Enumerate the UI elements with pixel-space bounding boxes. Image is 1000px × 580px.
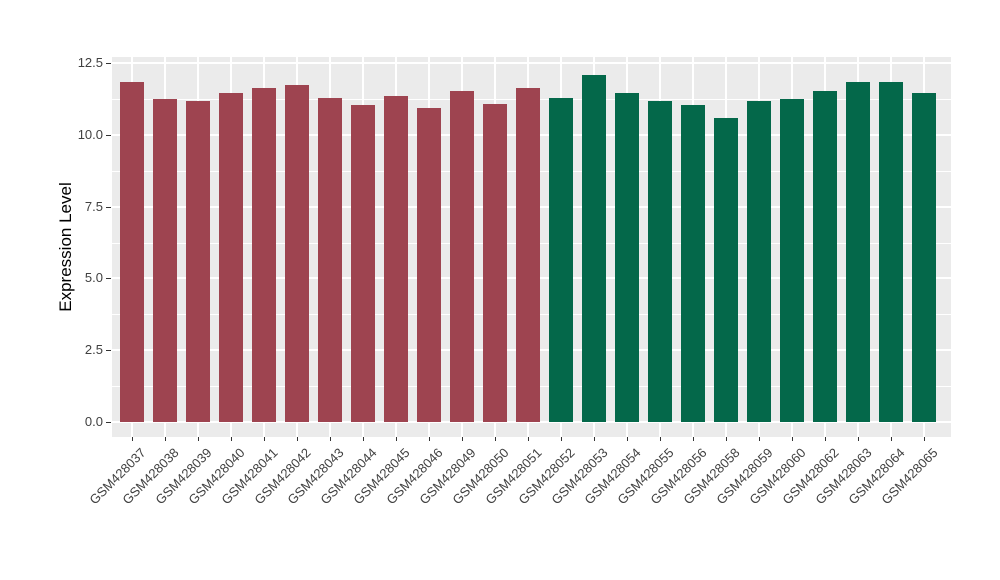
y-tick-label: 12.5	[77, 55, 103, 71]
bar-GSM428053	[581, 74, 606, 422]
x-tick-mark	[626, 437, 628, 441]
bar-GSM428043	[317, 97, 342, 422]
y-tick-mark	[106, 135, 111, 136]
bar-GSM428042	[284, 84, 309, 422]
bar-GSM428039	[185, 100, 210, 422]
y-tick-mark	[106, 206, 111, 208]
bar-GSM428055	[647, 100, 672, 422]
bar-GSM428041	[251, 87, 276, 422]
x-tick-mark	[890, 437, 892, 441]
x-tick-mark	[692, 437, 694, 441]
y-tick-mark	[106, 63, 111, 65]
bar-GSM428062	[812, 90, 837, 422]
bar-GSM428065	[911, 93, 936, 422]
y-gridline-major	[112, 62, 951, 65]
x-tick-mark	[131, 437, 133, 441]
x-tick-mark	[725, 437, 727, 441]
y-tick-label: 0.0	[84, 413, 103, 429]
x-tick-mark	[659, 437, 661, 441]
x-tick-mark	[824, 437, 826, 441]
bar-GSM428044	[350, 104, 375, 422]
bar-GSM428052	[548, 97, 573, 422]
x-tick-mark	[230, 437, 232, 441]
x-tick-mark	[428, 437, 430, 441]
bar-GSM428063	[845, 81, 870, 422]
x-tick-mark	[758, 437, 760, 441]
bar-GSM428058	[713, 117, 738, 422]
x-tick-mark	[395, 437, 397, 441]
bar-GSM428050	[482, 103, 507, 422]
x-tick-mark	[560, 437, 562, 441]
x-tick-mark	[164, 437, 166, 441]
bar-GSM428046	[416, 107, 441, 422]
x-tick-mark	[923, 437, 925, 441]
y-tick-label: 7.5	[84, 198, 103, 214]
y-tick-label: 5.0	[84, 270, 103, 286]
bar-GSM428038	[152, 99, 177, 422]
y-tick-label: 10.0	[77, 127, 103, 142]
y-tick-mark	[106, 278, 111, 280]
x-tick-mark	[296, 437, 298, 441]
x-tick-mark	[461, 437, 463, 441]
x-tick-mark	[791, 437, 793, 441]
plot-panel	[112, 57, 951, 437]
x-tick-mark	[362, 437, 364, 441]
x-tick-mark	[329, 437, 331, 441]
y-tick-label: 2.5	[84, 342, 103, 358]
y-tick-mark	[106, 350, 111, 352]
bar-GSM428045	[383, 96, 408, 422]
bar-GSM428049	[449, 90, 474, 422]
x-tick-mark	[857, 437, 859, 441]
x-tick-mark	[263, 437, 265, 441]
x-tick-mark	[197, 437, 199, 441]
y-gridline-major	[112, 420, 951, 423]
y-tick-mark	[106, 421, 111, 423]
x-tick-mark	[593, 437, 595, 441]
x-tick-mark	[494, 437, 496, 441]
bar-GSM428060	[779, 99, 804, 422]
bar-GSM428054	[614, 93, 639, 422]
bar-GSM428059	[746, 100, 771, 422]
bar-GSM428051	[515, 87, 540, 422]
bar-GSM428037	[119, 81, 144, 422]
bar-GSM428056	[680, 104, 705, 422]
x-tick-mark	[527, 437, 529, 441]
bar-GSM428064	[878, 81, 903, 422]
bar-GSM428040	[218, 93, 243, 422]
